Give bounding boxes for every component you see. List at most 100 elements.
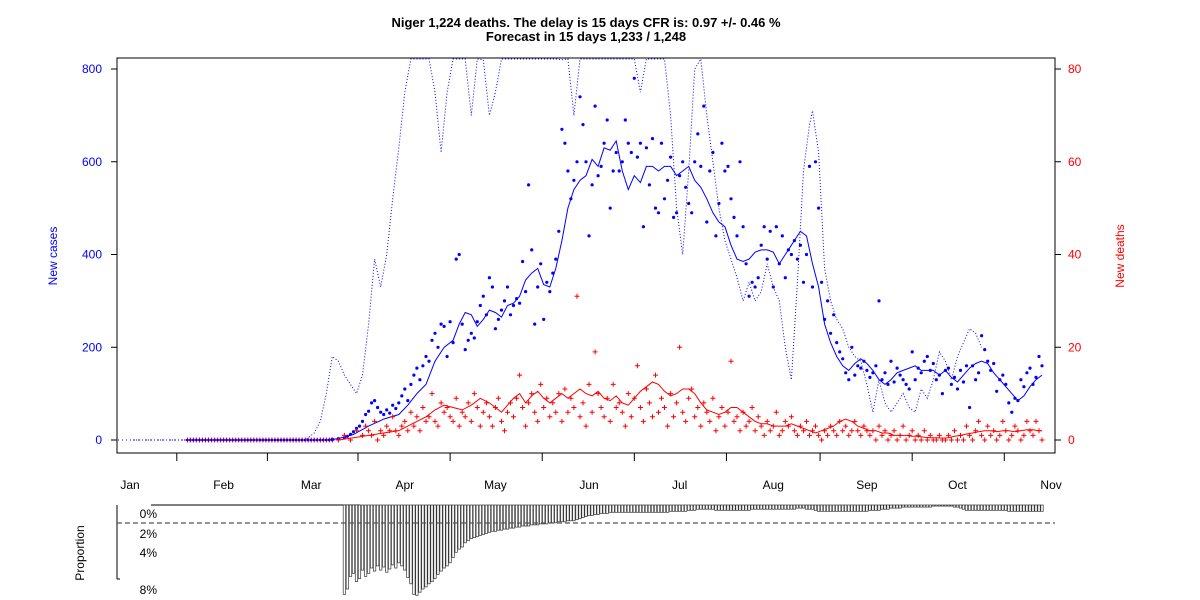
death-point bbox=[761, 432, 767, 438]
case-point bbox=[231, 438, 235, 442]
case-point bbox=[487, 276, 491, 280]
case-point bbox=[424, 354, 428, 359]
proportion-bar bbox=[971, 504, 975, 511]
proportion-bar bbox=[481, 504, 485, 535]
proportion-bar bbox=[348, 504, 353, 577]
death-point bbox=[378, 428, 384, 434]
case-point bbox=[379, 410, 383, 414]
death-point bbox=[414, 414, 420, 420]
death-point bbox=[891, 428, 897, 434]
proportion-bar bbox=[974, 504, 978, 511]
case-point bbox=[533, 322, 537, 326]
proportion-bar bbox=[596, 504, 600, 515]
death-point bbox=[607, 418, 613, 424]
proportion-bar bbox=[448, 504, 452, 564]
death-point bbox=[477, 423, 483, 429]
case-point bbox=[222, 438, 226, 442]
death-point bbox=[495, 395, 501, 401]
proportion-bar bbox=[741, 504, 745, 511]
proportion-bar bbox=[527, 504, 531, 527]
y-left-tick-label: 200 bbox=[82, 340, 102, 354]
proportion-bar bbox=[659, 504, 664, 513]
case-point bbox=[511, 303, 516, 308]
case-point bbox=[536, 285, 540, 289]
case-point bbox=[750, 280, 754, 284]
case-point bbox=[738, 160, 742, 164]
case-point bbox=[795, 257, 800, 261]
death-point bbox=[788, 414, 794, 420]
proportion-bar bbox=[780, 504, 784, 510]
case-point bbox=[267, 438, 271, 442]
case-point bbox=[442, 324, 446, 328]
case-point bbox=[587, 234, 591, 238]
case-point bbox=[659, 141, 664, 145]
proportion-bar bbox=[354, 504, 359, 582]
proportion-bar bbox=[856, 504, 860, 512]
death-point bbox=[816, 432, 822, 438]
proportion-bar bbox=[542, 504, 546, 525]
death-point bbox=[936, 432, 942, 438]
death-point bbox=[722, 423, 728, 429]
proportion-bar bbox=[391, 504, 395, 566]
y-left-tick-label: 400 bbox=[82, 248, 102, 262]
case-point bbox=[590, 183, 594, 187]
death-point bbox=[553, 409, 559, 415]
proportion-bar bbox=[539, 504, 543, 525]
death-point bbox=[1039, 437, 1045, 443]
proportion-bar bbox=[560, 504, 564, 523]
case-point bbox=[1001, 373, 1005, 377]
case-point bbox=[502, 299, 507, 303]
proportion-bar bbox=[835, 504, 839, 512]
death-point bbox=[583, 423, 589, 429]
death-point bbox=[713, 428, 719, 434]
case-point bbox=[666, 178, 670, 182]
y-right-tick-label: 40 bbox=[1068, 248, 1082, 262]
case-point bbox=[856, 364, 860, 368]
case-point bbox=[1007, 401, 1011, 405]
proportion-bar bbox=[744, 504, 748, 511]
case-point bbox=[252, 438, 256, 442]
case-point bbox=[451, 341, 455, 345]
death-point bbox=[782, 418, 788, 424]
case-point bbox=[641, 225, 646, 229]
case-point bbox=[1040, 364, 1044, 368]
proportion-bar bbox=[511, 504, 516, 529]
death-point bbox=[637, 405, 643, 410]
proportion-bar bbox=[533, 504, 537, 526]
death-point bbox=[640, 418, 646, 424]
case-point bbox=[499, 308, 504, 312]
case-point bbox=[835, 341, 839, 345]
death-point bbox=[1018, 437, 1024, 443]
case-point bbox=[922, 359, 926, 363]
death-point bbox=[707, 418, 713, 424]
proportion-bar bbox=[406, 504, 410, 578]
case-point bbox=[898, 373, 902, 377]
x-tick-label: Apr bbox=[395, 478, 414, 492]
proportion-bar bbox=[1037, 504, 1041, 512]
proportion-bar bbox=[853, 504, 857, 512]
death-point bbox=[882, 428, 888, 434]
death-point bbox=[523, 423, 529, 429]
death-point bbox=[375, 437, 381, 443]
case-point bbox=[330, 438, 334, 442]
case-point bbox=[656, 211, 661, 215]
death-point bbox=[927, 432, 933, 438]
death-point bbox=[1027, 428, 1033, 434]
proportion-bar bbox=[717, 504, 721, 511]
case-point bbox=[910, 350, 914, 354]
death-point bbox=[535, 418, 541, 424]
proportion-bar bbox=[617, 504, 621, 513]
case-point bbox=[433, 331, 437, 335]
proportion-bar bbox=[611, 504, 615, 513]
proportion-bar bbox=[632, 504, 636, 513]
case-point bbox=[521, 259, 525, 264]
death-point bbox=[420, 405, 426, 410]
case-point bbox=[720, 141, 724, 145]
death-point bbox=[831, 428, 837, 434]
y-right-tick-label: 80 bbox=[1068, 62, 1082, 76]
case-point bbox=[578, 95, 582, 99]
proportion-bar bbox=[650, 504, 655, 513]
case-point bbox=[418, 378, 422, 382]
death-point bbox=[1021, 432, 1027, 438]
case-point bbox=[635, 155, 640, 159]
